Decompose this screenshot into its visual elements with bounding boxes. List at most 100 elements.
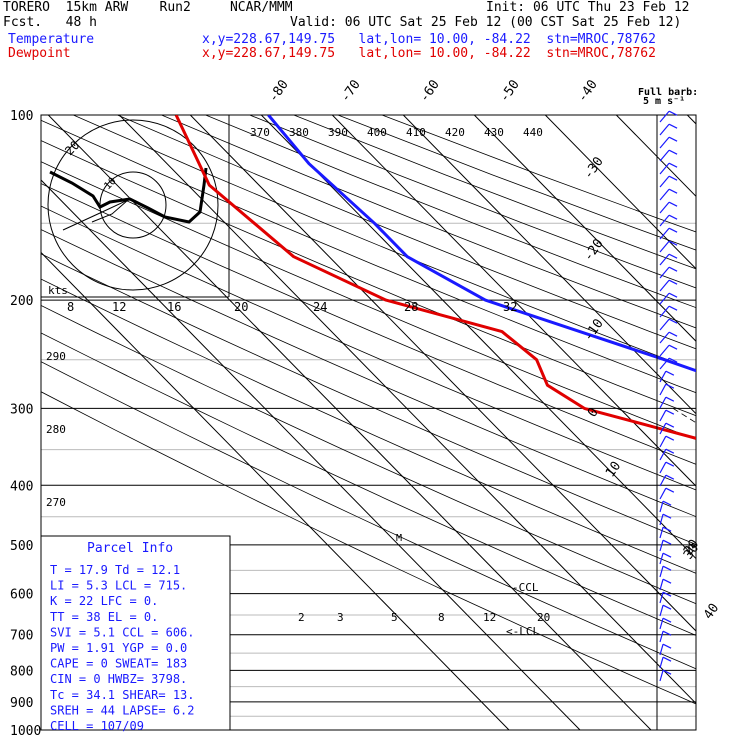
wind-barb-flag — [662, 552, 672, 558]
temperature-right-label: 10 — [603, 459, 624, 480]
wind-barb — [659, 214, 670, 227]
wind-barb — [659, 553, 664, 565]
forecast-hour: Fcst. 48 h — [3, 15, 97, 30]
wind-barb — [659, 149, 670, 162]
wind-barb — [659, 292, 670, 305]
theta-label: 430 — [484, 126, 504, 139]
wind-barb-flag — [668, 110, 678, 116]
mixing-ratio-label: 12 — [483, 611, 496, 624]
wind-barb — [659, 540, 664, 552]
wind-barb-flag — [665, 396, 675, 402]
wind-barb — [659, 435, 667, 448]
pressure-tick: 600 — [10, 588, 33, 603]
parcel-info-row: T = 17.9 Td = 12.1 — [50, 563, 180, 577]
hodograph-speed-label: 20 — [234, 300, 248, 314]
wind-barb-flag — [668, 292, 678, 298]
sounding-lines — [174, 115, 696, 440]
wind-barb — [659, 670, 664, 682]
wind-barb — [659, 383, 667, 396]
mixing-ratio-label: 2 — [298, 611, 305, 624]
temperature-top-label: -40 — [575, 77, 601, 105]
theta-label: 370 — [250, 126, 270, 139]
dry-adiabat — [205, 115, 696, 309]
wind-barb-flag — [662, 617, 672, 623]
wind-barb — [659, 201, 670, 214]
wind-barb-flag — [668, 253, 678, 259]
theta-label: 400 — [367, 126, 387, 139]
hodograph-trace — [49, 167, 208, 224]
theta-label: 420 — [445, 126, 465, 139]
wind-barb-flag — [668, 201, 678, 207]
parcel-info-row: CAPE = 0 SWEAT= 183 — [50, 657, 187, 671]
dry-adiabat — [41, 361, 696, 670]
hodograph-speed-label: 28 — [404, 300, 418, 314]
isotherm — [686, 115, 696, 125]
isotherm — [41, 179, 581, 730]
wind-barb — [659, 644, 664, 656]
wind-barb-flag — [662, 526, 672, 532]
wind-barbs — [656, 110, 678, 730]
barb-legend-title: Full barb: — [638, 87, 698, 98]
wind-barb — [659, 162, 670, 175]
isotherm — [473, 115, 696, 342]
wind-barb-flag — [662, 656, 672, 662]
mixing-ratio-label: 20 — [537, 611, 550, 624]
hodograph-speed-label: 12 — [112, 300, 126, 314]
parcel-info-row: CIN = 0 HWBZ= 3798. — [50, 672, 187, 686]
hodograph-speed-label: 32 — [503, 300, 517, 314]
hodograph-kts-label: kts — [48, 284, 68, 297]
mixing-ratio-label: 8 — [438, 611, 445, 624]
wind-barb — [659, 123, 670, 136]
wind-barb-flag — [665, 448, 675, 454]
legend-dewpoint: Dewpoint — [8, 46, 71, 61]
wind-barb — [659, 474, 667, 487]
wind-barb — [659, 631, 664, 643]
legend-temperature: Temperature — [8, 32, 95, 47]
wind-barb-flag — [668, 279, 678, 285]
wind-barb-flag — [665, 409, 675, 415]
wind-barb — [659, 396, 667, 409]
pressure-tick: 700 — [10, 629, 33, 644]
chart-frame — [40, 114, 697, 731]
temperature-top-label: -80 — [266, 77, 292, 105]
barb-legend-value: 5 m s⁻¹ — [643, 96, 685, 107]
hodograph-speed-label: 16 — [167, 300, 181, 314]
isotherm — [47, 115, 652, 730]
wind-barb-flag — [662, 591, 672, 597]
temperature-top-label: -60 — [417, 77, 443, 105]
wind-barb — [659, 579, 664, 591]
dry-adiabat — [41, 332, 696, 636]
wind-barb-flag — [668, 214, 678, 220]
wind-barb-flag — [668, 123, 678, 129]
hodograph-ring — [47, 119, 219, 291]
wind-barb-flag — [662, 604, 672, 610]
valid-time: Valid: 06 UTC Sat 25 Feb 12 (00 CST Sat … — [290, 15, 682, 30]
wind-barb-flag — [668, 331, 678, 337]
theta-left-label: 290 — [46, 350, 66, 363]
parcel-info-row: CELL = 107/09 — [50, 719, 144, 733]
parcel-info-row: Tc = 34.1 SHEAR= 13. — [50, 688, 195, 702]
dewpoint-profile — [174, 115, 696, 440]
wind-barb-flag — [668, 227, 678, 233]
wind-barb-flag — [665, 422, 675, 428]
hodograph: 20 10 kts — [41, 115, 230, 298]
theta-left-label: 280 — [46, 423, 66, 436]
wind-barb-flag — [668, 240, 678, 246]
theta-label: 440 — [523, 126, 543, 139]
wind-barb — [659, 422, 667, 435]
wind-barb-flag — [668, 188, 678, 194]
wind-barb-flag — [662, 513, 672, 519]
dry-adiabat — [41, 278, 696, 574]
wind-barb-flag — [662, 630, 672, 636]
pressure-tick: 200 — [10, 294, 33, 309]
pressure-tick: 1000 — [10, 724, 41, 739]
hodograph-speed-label: 24 — [313, 300, 327, 314]
wind-barb — [659, 136, 670, 149]
wind-barb — [659, 605, 664, 617]
wind-barb — [659, 110, 670, 123]
wind-barb — [659, 618, 664, 630]
wind-barb-flag — [662, 643, 672, 649]
temperature-profile — [267, 115, 696, 373]
isotherm — [260, 115, 696, 560]
wind-barb — [659, 344, 670, 357]
